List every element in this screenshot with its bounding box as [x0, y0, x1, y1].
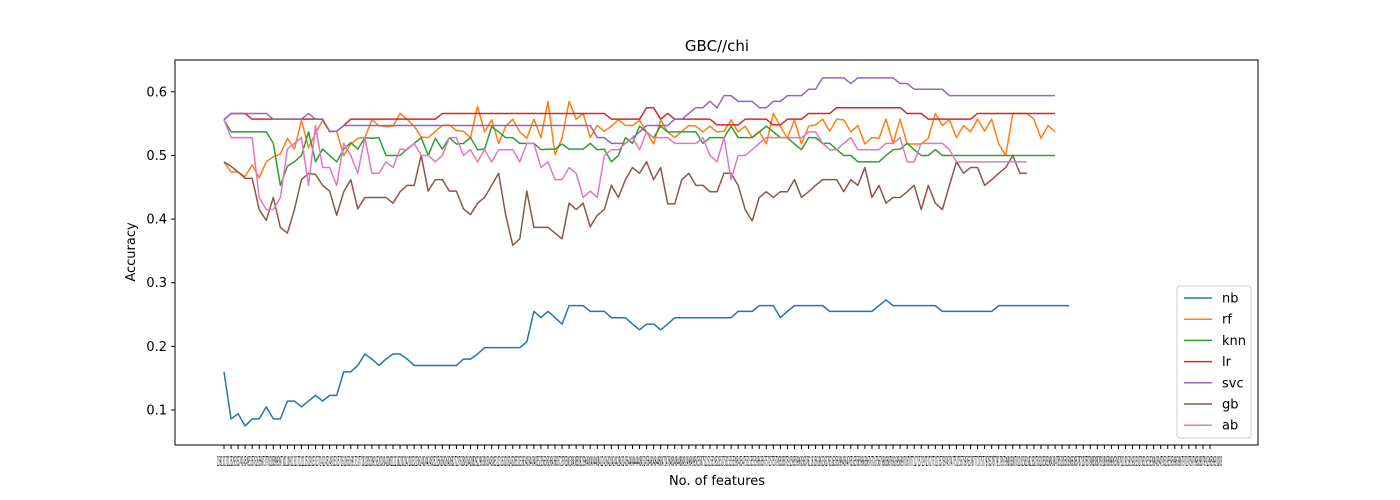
legend-label-rf: rf [1222, 313, 1232, 328]
series-line-lr [223, 106, 1056, 133]
y-axis-label: Accuracy [124, 222, 139, 282]
series-line-svc [223, 77, 1056, 145]
series-line-knn [223, 119, 1056, 187]
series-lines [223, 77, 1070, 427]
legend-label-gb: gb [1222, 398, 1239, 413]
y-tick-label: 0.2 [146, 340, 167, 355]
y-tick-label: 0.1 [146, 404, 167, 419]
chart-title: GBC//chi [685, 37, 749, 55]
series-line-nb [223, 299, 1070, 427]
legend-label-svc: svc [1222, 376, 1244, 391]
x-axis: 1591317212529333741454953576165697377818… [217, 445, 1222, 470]
series-line-ab [223, 119, 1027, 211]
legend-label-ab: ab [1222, 419, 1238, 434]
legend: nb rf knn lr svc gb ab [1176, 285, 1252, 439]
series-line-gb [223, 154, 1027, 246]
y-axis: 0.1 0.2 0.3 0.4 0.5 0.6 [146, 85, 175, 419]
legend-box [1176, 285, 1252, 439]
y-tick-label: 0.5 [146, 149, 167, 164]
y-tick-label: 0.4 [146, 213, 167, 228]
legend-label-nb: nb [1222, 292, 1239, 307]
x-axis-label: No. of features [669, 474, 765, 489]
y-tick-label: 0.6 [146, 85, 167, 100]
series-line-rf [223, 100, 1056, 179]
legend-label-knn: knn [1222, 334, 1246, 349]
x-tick-labels: 1591317212529333741454953576165697377818… [217, 455, 1222, 470]
y-tick-label: 0.3 [146, 276, 167, 291]
legend-label-lr: lr [1222, 355, 1232, 370]
